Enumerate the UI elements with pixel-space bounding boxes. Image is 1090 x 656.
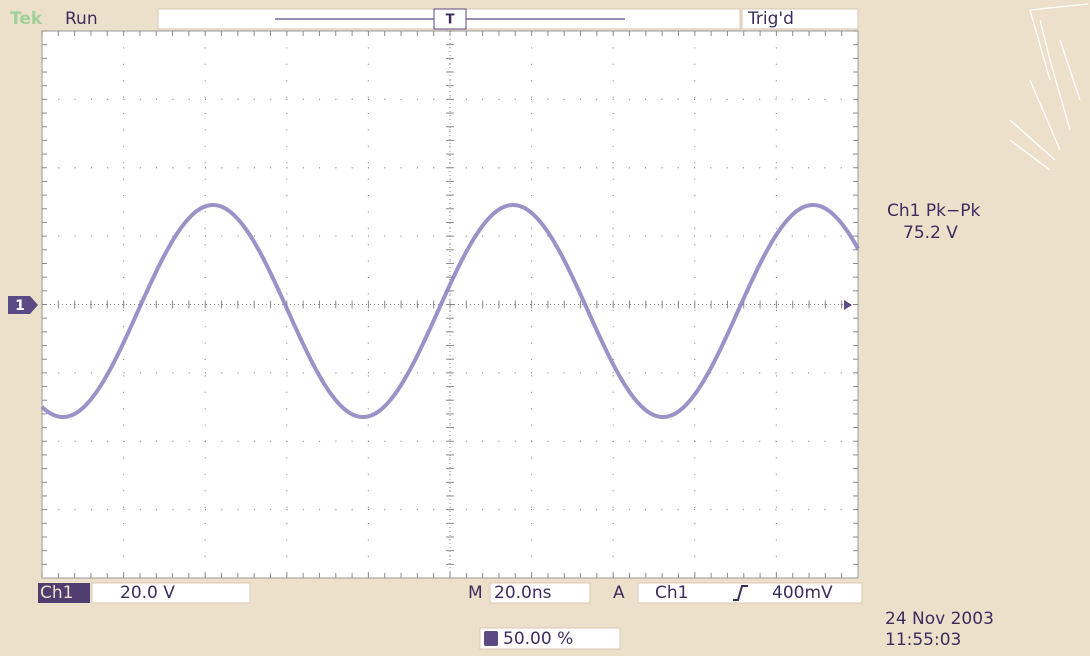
timebase: 20.0ns	[494, 583, 552, 603]
brand: Tek	[10, 9, 43, 29]
record-trigger-marker: T	[446, 13, 455, 28]
page: {"status": {"brand": "Tek", "state": "Ru…	[0, 0, 1090, 652]
vertical-scale: 20.0 V	[120, 583, 175, 603]
date: 24 Nov 2003	[885, 609, 994, 629]
run-state: Run	[65, 9, 98, 29]
time: 11:55:03	[885, 630, 961, 650]
trigger-prefix: A	[613, 583, 625, 603]
timebase-prefix: M	[468, 583, 483, 603]
measurement-value: 75.2 V	[903, 223, 958, 243]
channel-label: Ch1	[40, 583, 73, 603]
offset-icon	[484, 631, 498, 646]
oscilloscope-screen: T Tek Run Trig'd T 1 Ch1 Pk−Pk 75.2 V Ch…	[0, 0, 1090, 652]
measurement-label: Ch1 Pk−Pk	[887, 201, 980, 221]
trigger-state: Trig'd	[747, 9, 794, 29]
trigger-level: 400mV	[772, 583, 833, 603]
trigger-source: Ch1	[655, 583, 688, 603]
trigger-offset: 50.00 %	[503, 629, 573, 649]
channel-marker: 1	[15, 298, 25, 314]
